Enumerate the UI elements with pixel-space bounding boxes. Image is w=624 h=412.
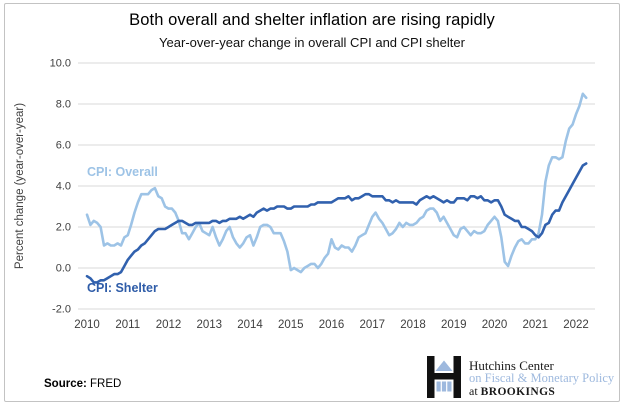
series-label-cpi-overall: CPI: Overall	[87, 165, 158, 179]
series-label-cpi-shelter: CPI: Shelter	[87, 281, 158, 295]
chart-title: Both overall and shelter inflation are r…	[129, 11, 495, 29]
x-tick-label-2014: 2014	[237, 319, 263, 331]
logo-at-prefix: at	[469, 384, 481, 398]
x-tick-label-2016: 2016	[319, 319, 345, 331]
y-tick-label: 0.0	[56, 263, 71, 275]
cpi-overall-line	[85, 92, 588, 274]
x-tick-label-2022: 2022	[563, 319, 589, 331]
y-tick-label: 4.0	[56, 181, 71, 193]
hutchins-center-logo: Hutchins Center on Fiscal & Monetary Pol…	[427, 356, 614, 399]
y-axis-title: Percent change (year-over-year)	[14, 102, 26, 270]
x-tick-label-2012: 2012	[156, 319, 182, 331]
x-tick-label-2020: 2020	[482, 319, 508, 331]
source-attribution: Source: FRED	[44, 378, 121, 390]
x-tick-label-2018: 2018	[400, 319, 426, 331]
y-tick-label: 8.0	[56, 99, 71, 111]
logo-line-brookings: at BROOKINGS	[469, 385, 614, 399]
x-tick-label-2017: 2017	[359, 319, 385, 331]
chart-card	[4, 3, 620, 402]
x-tick-label-2021: 2021	[522, 319, 548, 331]
y-tick-label: 10.0	[50, 58, 71, 70]
x-tick-label-2015: 2015	[278, 319, 304, 331]
x-tick-label-2019: 2019	[441, 319, 467, 331]
logo-brookings-text: BROOKINGS	[480, 386, 556, 398]
cpi-shelter-line	[85, 162, 588, 284]
x-tick-label-2013: 2013	[196, 319, 222, 331]
logo-line-fiscal-monetary: on Fiscal & Monetary Policy	[469, 371, 615, 386]
hutchins-building-icon	[427, 356, 461, 398]
logo-line-hutchins-center: Hutchins Center	[469, 358, 554, 373]
y-tick-label: -2.0	[52, 304, 71, 316]
chart-subtitle: Year-over-year change in overall CPI and…	[159, 35, 465, 50]
y-tick-label: 6.0	[56, 140, 71, 152]
source-value: FRED	[86, 378, 122, 390]
source-label: Source:	[44, 378, 87, 390]
x-tick-label-2010: 2010	[74, 319, 100, 331]
x-tick-label-2011: 2011	[115, 319, 140, 331]
y-tick-label: 2.0	[56, 222, 71, 234]
logo-text-block: Hutchins Center on Fiscal & Monetary Pol…	[469, 356, 614, 399]
